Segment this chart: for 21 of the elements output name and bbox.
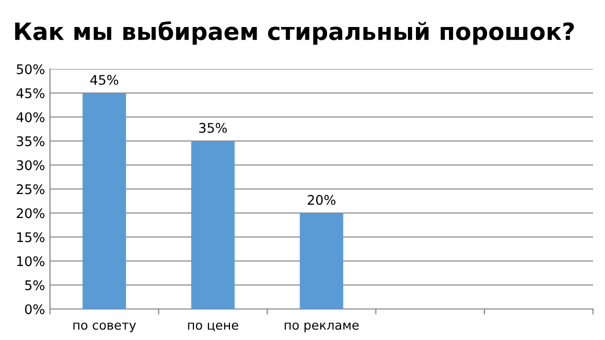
y-tick-label: 20% bbox=[16, 208, 44, 218]
y-tick-label: 30% bbox=[16, 160, 44, 170]
x-tick-label: по рекламе bbox=[284, 322, 359, 332]
data-label: 20% bbox=[308, 194, 336, 205]
y-tick-label: 45% bbox=[16, 88, 44, 98]
y-tick-label: 50% bbox=[16, 64, 44, 74]
y-tick-label: 35% bbox=[16, 136, 44, 146]
y-tick-label: 15% bbox=[17, 232, 44, 242]
y-tick-label: 5% bbox=[25, 280, 44, 290]
y-tick-label: 25% bbox=[16, 184, 44, 194]
x-tick-label: по цене bbox=[188, 322, 238, 332]
y-tick-label: 10% bbox=[17, 256, 44, 266]
data-label: 35% bbox=[199, 122, 227, 133]
bar bbox=[300, 213, 344, 309]
bar bbox=[82, 93, 126, 309]
bar bbox=[191, 141, 235, 309]
y-tick-label: 0% bbox=[25, 304, 44, 314]
y-tick-label: 40% bbox=[16, 112, 44, 122]
x-tick-label: по совету bbox=[73, 322, 136, 332]
chart-title: Как мы выбираем стиральный порошок? bbox=[15, 21, 574, 45]
data-label: 45% bbox=[90, 74, 118, 85]
